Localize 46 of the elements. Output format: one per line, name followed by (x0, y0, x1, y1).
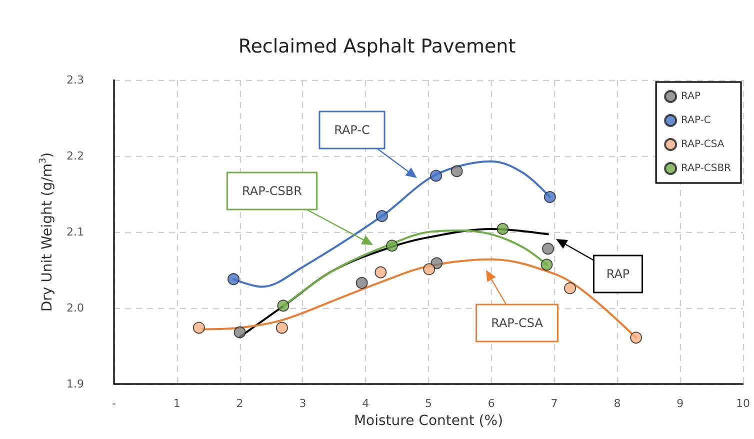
x-tick-label: 10 (736, 397, 750, 410)
chart-title: Reclaimed Asphalt Pavement (238, 36, 516, 58)
annotation: RAP (606, 267, 630, 281)
x-tick-label: 5 (425, 397, 432, 410)
x-tick-label: - (112, 397, 116, 410)
legend-label: RAP-CSA (681, 139, 724, 150)
legend-label: RAP-C (681, 115, 711, 126)
x-tick-label: 8 (614, 397, 621, 410)
point (496, 222, 509, 235)
annotation: RAP-C (334, 123, 370, 137)
legend-label: RAP-CSBR (681, 163, 732, 174)
legend-label: RAP (681, 91, 700, 102)
x-tick-label: 6 (488, 397, 495, 410)
point (376, 210, 388, 222)
point (277, 300, 290, 312)
x-tick-label: 9 (676, 397, 684, 410)
x-axis-title: Moisture Content (%) (354, 412, 504, 429)
point (228, 273, 240, 286)
y-axis-title: Dry Unit Weight (g/m3) (38, 152, 56, 312)
point (423, 263, 436, 276)
point (630, 332, 642, 344)
annotation: RAP-CSA (491, 316, 544, 330)
y-tick-label: 1.9 (66, 378, 84, 390)
x-tick-label: 3 (299, 397, 306, 410)
y-tick-label: 2.2 (66, 150, 84, 162)
point (430, 170, 442, 182)
point (276, 322, 288, 334)
point (234, 326, 246, 338)
point (430, 257, 443, 270)
point (386, 240, 398, 252)
annotation: RAP-CSBR (242, 184, 302, 198)
point (564, 282, 576, 294)
point (374, 266, 387, 278)
point (450, 165, 463, 178)
y-tick-label: 2.3 (66, 74, 84, 86)
x-tick-label: 1 (173, 397, 180, 410)
point (542, 242, 554, 255)
point (356, 276, 368, 289)
point (544, 191, 556, 204)
x-tick-label: 2 (236, 397, 244, 410)
y-tick-label: 2.1 (66, 226, 84, 238)
x-tick-label: 7 (550, 397, 558, 410)
point (192, 322, 205, 334)
point (540, 258, 553, 271)
x-tick-label: 4 (362, 397, 370, 410)
y-tick-label: 2.0 (66, 302, 84, 314)
